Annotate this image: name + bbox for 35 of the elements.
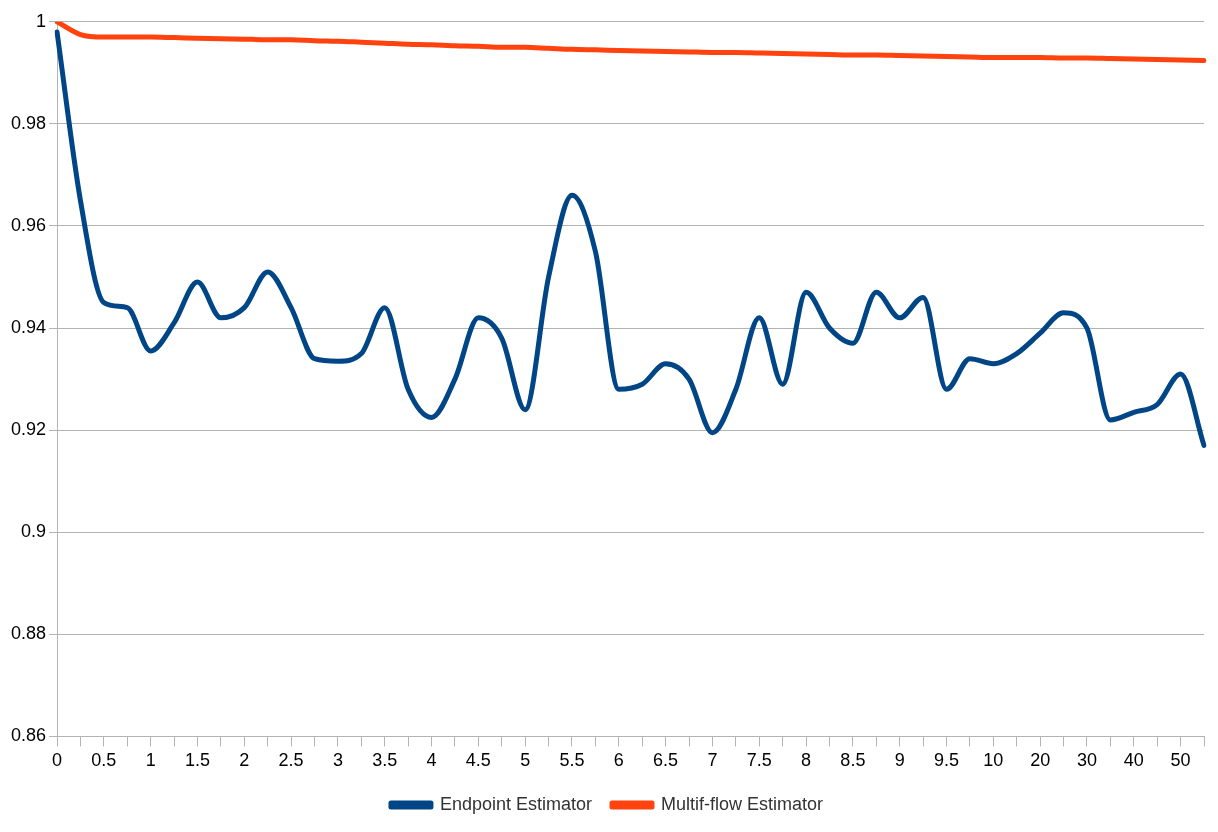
x-tick-label: 9 [894,750,905,771]
x-tick-label: 0.5 [91,750,117,771]
x-tick-label: 2 [239,750,250,771]
legend-label: Endpoint Estimator [439,793,593,814]
y-tick-label: 0.88 [10,623,47,644]
x-tick-label: 10 [983,750,1004,771]
x-tick-label: 8.5 [840,750,866,771]
x-tick-label: 7.5 [746,750,772,771]
x-tick-label: 1 [145,750,156,771]
x-tick-label: 50 [1170,750,1191,771]
x-tick-label: 6 [613,750,624,771]
x-tick-label: 3.5 [372,750,398,771]
y-tick-label: 0.94 [10,317,47,338]
x-tick-label: 8 [801,750,812,771]
x-tick-label: 20 [1030,750,1051,771]
y-tick-label: 0.86 [10,725,47,746]
y-tick-label: 0.98 [10,112,47,133]
y-tick-label: 0.96 [10,214,47,235]
x-tick-label: 40 [1123,750,1144,771]
x-tick-label: 2.5 [278,750,304,771]
x-tick-label: 3 [332,750,343,771]
x-tick-label: 4 [426,750,437,771]
x-tick-label: 7 [707,750,718,771]
x-tick-label: 4.5 [465,750,491,771]
x-tick-label: 30 [1076,750,1097,771]
legend-label: Multif-flow Estimator [661,793,824,814]
x-tick-label: 5.5 [559,750,585,771]
x-tick-label: 5 [520,750,531,771]
x-tick-label: 1.5 [184,750,210,771]
x-tick-label: 9.5 [934,750,960,771]
x-tick-label: 6.5 [653,750,679,771]
y-tick-label: 1 [36,10,47,31]
y-tick-label: 0.92 [10,419,47,440]
x-tick-label: 0 [52,750,63,771]
y-tick-label: 0.9 [21,521,47,542]
